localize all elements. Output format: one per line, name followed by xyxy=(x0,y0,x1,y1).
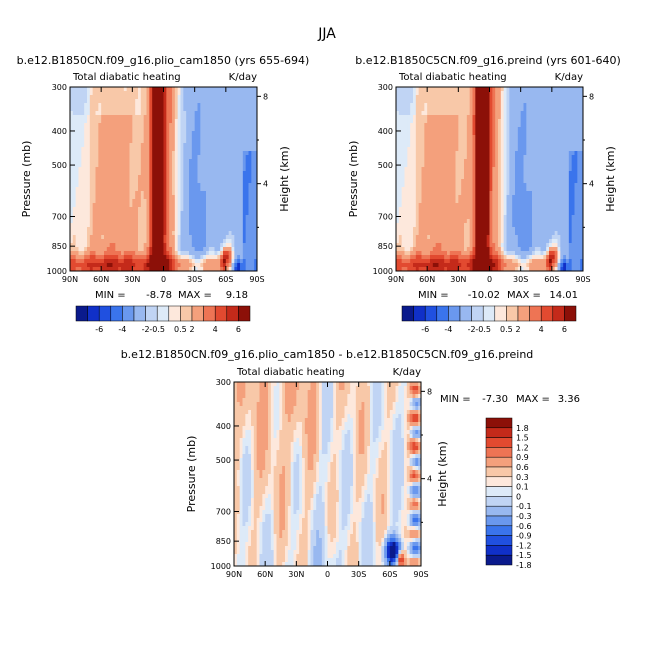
panel-1-min-label: MIN = xyxy=(95,290,126,301)
colorbar-swatch xyxy=(88,306,100,321)
colorbar-swatch xyxy=(134,306,146,321)
x-tick-label: 90N xyxy=(62,275,78,284)
colorbar-swatch xyxy=(192,306,204,321)
colorbar-swatch xyxy=(111,306,123,321)
panel-1-field xyxy=(70,87,258,272)
x-tick-label: 60N xyxy=(93,275,109,284)
panel-1-max-value: 9.18 xyxy=(226,290,248,301)
y-tick-label: 400 xyxy=(52,127,67,136)
colorbar-label: -0.5 xyxy=(149,325,165,334)
colorbar-label: 0.5 xyxy=(174,325,187,334)
colorbar-swatch xyxy=(238,306,250,321)
colorbar-label: -4 xyxy=(118,325,126,334)
panel-2-variable-label: Total diabatic heating xyxy=(398,72,507,83)
x-tick-label: 30S xyxy=(187,275,202,284)
x-tick-label: 0 xyxy=(161,275,166,284)
y-tick-label: 300 xyxy=(52,83,67,92)
panel-1-units-label: K/day xyxy=(229,72,257,83)
panel-2: b.e12.B1850C5CN.f09_g16.preind (yrs 601-… xyxy=(347,54,621,334)
colorbar-swatch xyxy=(122,306,134,321)
panel-2-title: b.e12.B1850C5CN.f09_g16.preind (yrs 601-… xyxy=(355,54,621,67)
panel-1-ylabel-right: Height (km) xyxy=(278,146,291,212)
panel-1-min-value: -8.78 xyxy=(146,290,172,301)
panel-1-title: b.e12.B1850CN.f09_g16.plio_cam1850 (yrs … xyxy=(17,54,310,67)
y-tick-label: 1000 xyxy=(47,267,67,276)
colorbar-swatch xyxy=(76,306,88,321)
x-tick-label: 60S xyxy=(218,275,233,284)
colorbar-swatch xyxy=(146,306,158,321)
x-tick-label: 90S xyxy=(249,275,264,284)
y-tick-label: 500 xyxy=(52,161,67,170)
colorbar-label: 6 xyxy=(236,325,241,334)
panel-2-field xyxy=(396,87,584,272)
colorbar-label: 2 xyxy=(189,325,194,334)
y-tick-right-label: 4 xyxy=(263,180,268,189)
colorbar-swatch xyxy=(215,306,227,321)
panel-1: b.e12.B1850CN.f09_g16.plio_cam1850 (yrs … xyxy=(17,54,310,334)
panel-1-variable-label: Total diabatic heating xyxy=(72,72,181,83)
colorbar-label: 4 xyxy=(213,325,218,334)
y-tick-label: 850 xyxy=(52,242,67,251)
y-tick-label: 700 xyxy=(52,212,67,221)
panel-1-ylabel: Pressure (mb) xyxy=(20,141,33,218)
colorbar-label: -6 xyxy=(95,325,103,334)
colorbar-swatch xyxy=(204,306,216,321)
figure-title: JJA xyxy=(317,26,336,42)
colorbar-swatch xyxy=(227,306,239,321)
panel-1-max-label: MAX = xyxy=(178,290,212,301)
x-tick-label: 30N xyxy=(124,275,140,284)
colorbar-swatch xyxy=(180,306,192,321)
colorbar-label: -2 xyxy=(142,325,150,334)
colorbar-swatch xyxy=(99,306,111,321)
panel-2-units-label: K/day xyxy=(555,72,583,83)
colorbar-swatch xyxy=(169,306,181,321)
y-tick-right-label: 8 xyxy=(263,92,268,101)
colorbar-swatch xyxy=(157,306,169,321)
